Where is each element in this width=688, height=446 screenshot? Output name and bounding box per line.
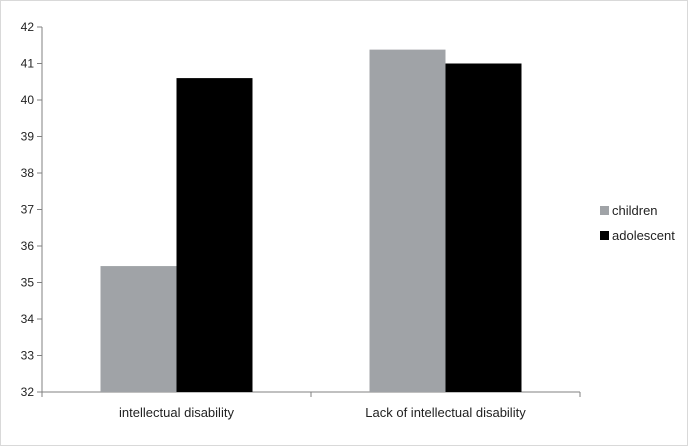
y-tick-label: 35 xyxy=(21,276,35,290)
legend: children adolescent xyxy=(600,203,675,243)
bar-adolescent xyxy=(176,78,253,392)
y-tick-label: 41 xyxy=(21,57,35,71)
x-category-label: intellectual disability xyxy=(119,405,234,420)
legend-swatch-children xyxy=(600,206,609,215)
y-axis: 32 33 34 35 36 37 38 39 40 41 42 xyxy=(21,20,43,399)
legend-swatch-adolescent xyxy=(600,231,609,240)
y-tick-label: 39 xyxy=(21,130,35,144)
x-category-label: Lack of intellectual disability xyxy=(365,405,526,420)
y-tick-label: 38 xyxy=(21,166,35,180)
bar-adolescent xyxy=(445,63,522,392)
legend-label-children: children xyxy=(612,203,658,218)
bar-children xyxy=(369,49,446,392)
y-tick-label: 36 xyxy=(21,239,35,253)
bar-children xyxy=(100,266,177,392)
legend-label-adolescent: adolescent xyxy=(612,228,675,243)
bars xyxy=(100,49,522,392)
y-tick-label: 40 xyxy=(21,93,35,107)
y-tick-label: 32 xyxy=(21,385,35,399)
y-tick-label: 42 xyxy=(21,20,35,34)
y-tick-label: 34 xyxy=(21,312,35,326)
y-tick-label: 33 xyxy=(21,349,35,363)
y-tick-label: 37 xyxy=(21,203,35,217)
